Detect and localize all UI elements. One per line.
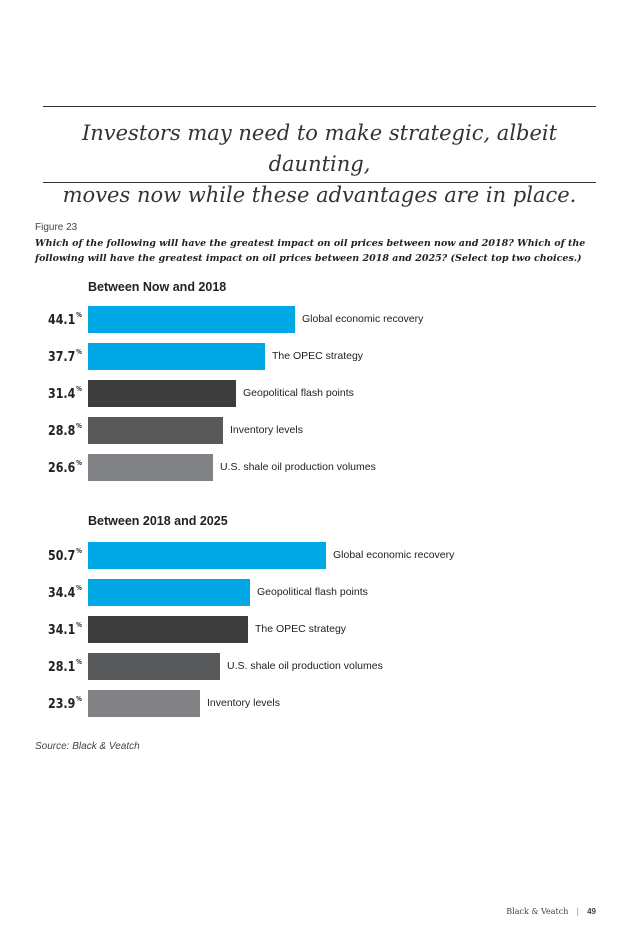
value-label: 44.1% xyxy=(48,311,82,328)
value-label: 23.9% xyxy=(48,695,82,712)
bar-category-label: Inventory levels xyxy=(207,697,280,709)
value-unit: % xyxy=(76,348,82,356)
value-number: 31.4 xyxy=(48,386,76,402)
value-number: 28.1 xyxy=(48,659,76,675)
figure-question: Which of the following will have the gre… xyxy=(35,236,615,266)
bar-category-label: Geopolitical flash points xyxy=(257,586,368,598)
value-unit: % xyxy=(76,459,82,467)
chart-title: Between Now and 2018 xyxy=(88,280,227,294)
footer-separator: | xyxy=(576,907,580,916)
bar-category-label: Inventory levels xyxy=(230,424,303,436)
bar-category-label: The OPEC strategy xyxy=(272,350,364,362)
page-footer: Black & Veatch | 49 xyxy=(506,907,596,916)
value-number: 44.1 xyxy=(48,312,76,328)
value-label: 34.4% xyxy=(48,584,82,601)
value-unit: % xyxy=(76,658,82,666)
value-label: 26.6% xyxy=(48,459,82,476)
bar-category-label: U.S. shale oil production volumes xyxy=(220,461,376,473)
top-rule xyxy=(43,106,596,107)
bar xyxy=(88,616,248,643)
value-unit: % xyxy=(76,311,82,319)
value-unit: % xyxy=(76,584,82,592)
bar xyxy=(88,306,295,333)
value-unit: % xyxy=(76,385,82,393)
pull-quote-line-2: moves now while these advantages are in … xyxy=(62,183,577,207)
figure-label: Figure 23 xyxy=(35,222,78,233)
source-note: Source: Black & Veatch xyxy=(35,741,140,752)
pull-quote-line-1: Investors may need to make strategic, al… xyxy=(81,121,558,176)
value-label: 50.7% xyxy=(48,547,82,564)
pull-quote: Investors may need to make strategic, al… xyxy=(43,118,596,211)
value-number: 34.4 xyxy=(48,585,76,601)
bar xyxy=(88,579,250,606)
value-label: 28.8% xyxy=(48,422,82,439)
footer-company: Black & Veatch xyxy=(506,907,569,916)
bar-category-label: U.S. shale oil production volumes xyxy=(227,660,383,672)
value-unit: % xyxy=(76,695,82,703)
value-number: 50.7 xyxy=(48,548,76,564)
bar xyxy=(88,343,265,370)
bar xyxy=(88,653,220,680)
bar xyxy=(88,454,213,481)
figure-question-line-1: Which of the following will have the gre… xyxy=(35,238,586,249)
value-unit: % xyxy=(76,422,82,430)
bottom-rule xyxy=(43,182,596,183)
value-label: 34.1% xyxy=(48,621,82,638)
bar-category-label: Global economic recovery xyxy=(333,549,455,561)
value-number: 28.8 xyxy=(48,423,76,439)
value-number: 37.7 xyxy=(48,349,76,365)
chart-title: Between 2018 and 2025 xyxy=(88,514,228,528)
bar xyxy=(88,417,223,444)
value-label: 28.1% xyxy=(48,658,82,675)
figure-question-line-2: following will have the greatest impact … xyxy=(35,253,582,264)
bar-category-label: The OPEC strategy xyxy=(255,623,347,635)
bar-category-label: Global economic recovery xyxy=(302,313,424,325)
value-label: 31.4% xyxy=(48,385,82,402)
page-number: 49 xyxy=(587,907,596,916)
value-label: 37.7% xyxy=(48,348,82,365)
bar-category-label: Geopolitical flash points xyxy=(243,387,354,399)
bar xyxy=(88,690,200,717)
value-number: 23.9 xyxy=(48,696,76,712)
value-number: 34.1 xyxy=(48,622,76,638)
bar xyxy=(88,380,236,407)
value-number: 26.6 xyxy=(48,460,76,476)
bar xyxy=(88,542,326,569)
value-unit: % xyxy=(76,547,82,555)
value-unit: % xyxy=(76,621,82,629)
